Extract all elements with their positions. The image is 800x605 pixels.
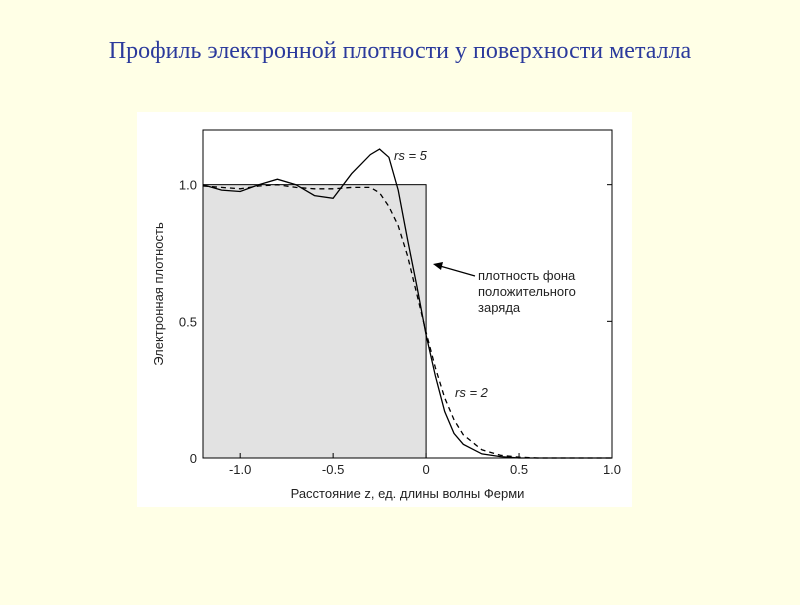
x-tick-label: 0 [422, 462, 429, 477]
annotation-text: положительного [478, 284, 576, 299]
background-density [202, 184, 427, 459]
annotation-arrow [439, 265, 476, 277]
x-tick-label: 0.5 [510, 462, 528, 477]
plot-frame [202, 129, 613, 459]
chart: -1.0 -0.5 0 0.5 1.0 0 0.5 1.0 Расстояние z, ед. … [151, 129, 621, 501]
annotation-text: заряда [478, 300, 521, 315]
annotation-text: плотность фона [478, 268, 576, 283]
y-tick-label: 1.0 [179, 178, 197, 193]
series-line [202, 148, 612, 459]
x-tick-label: -0.5 [322, 462, 344, 477]
y-tick-label: 0 [190, 451, 197, 466]
x-tick-label: -1.0 [229, 462, 251, 477]
x-tick-label: 1.0 [603, 462, 621, 477]
y-axis-label: Электронная плотность [151, 222, 166, 366]
series-label: rs = 5 [394, 148, 428, 163]
annotation-arrowhead [433, 262, 443, 270]
series-label: rs = 2 [455, 385, 489, 400]
slide-title: Профиль электронной плотности у поверхно… [109, 38, 692, 64]
x-axis-label: Расстояние z, ед. длины волны Ферми [291, 486, 525, 501]
y-tick-label: 0.5 [179, 314, 197, 329]
